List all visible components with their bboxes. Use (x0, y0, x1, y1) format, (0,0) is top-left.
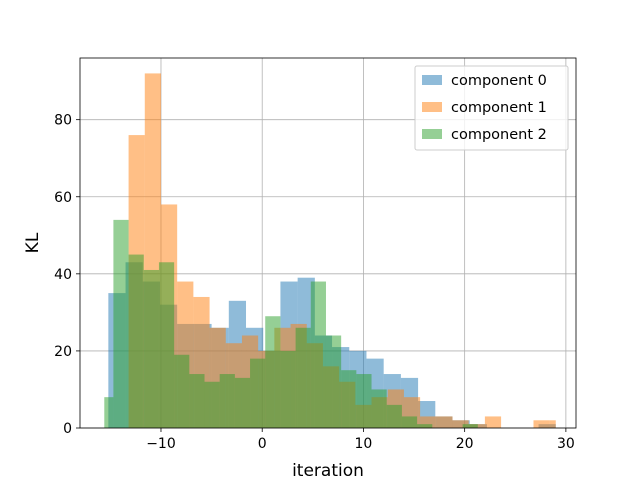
histogram-bar (462, 424, 478, 428)
x-axis-label: iteration (292, 461, 364, 480)
histogram-bar (234, 377, 251, 428)
y-tick-label: 20 (54, 344, 72, 360)
histogram-bar (143, 269, 159, 428)
series-2-bars (104, 219, 478, 428)
histogram-bar (420, 416, 437, 428)
histogram-bar (341, 370, 357, 428)
histogram-bar (174, 354, 190, 428)
y-tick-label: 60 (54, 190, 72, 206)
x-tick-label: 30 (557, 436, 575, 452)
legend: component 0 component 1 component 2 (414, 65, 569, 151)
histogram-bar (189, 374, 205, 428)
axis-ticks: −10 0 10 20 30 0 20 40 60 80 (54, 113, 575, 452)
y-axis-label: KL (23, 232, 43, 253)
plot-frame (79, 57, 577, 429)
histogram-bar (280, 350, 296, 428)
histogram-bar (386, 404, 402, 428)
histogram-bar (113, 219, 129, 428)
histogram-bar (219, 374, 235, 428)
histogram-bar (417, 424, 433, 428)
y-tick-label: 40 (54, 267, 72, 283)
histogram-bar (436, 416, 453, 428)
histogram-bar (295, 327, 311, 428)
histogram-bar (356, 374, 372, 428)
legend-box (414, 65, 569, 151)
histogram-bar (158, 262, 175, 428)
y-tick-label: 0 (63, 421, 72, 437)
histogram-bars (104, 73, 556, 429)
legend-label: component 0 (451, 73, 547, 89)
legend-swatch (422, 129, 442, 139)
histogram-bar (310, 281, 326, 428)
histogram-bar (549, 420, 556, 428)
histogram-bar (128, 254, 144, 428)
histogram-bar (371, 389, 387, 428)
x-tick-label: −10 (146, 436, 176, 452)
legend-label: component 1 (451, 100, 547, 116)
histogram-bar (452, 420, 469, 428)
legend-swatch (422, 102, 442, 112)
histogram-bar (265, 316, 281, 428)
histogram-bar (325, 335, 342, 428)
x-tick-label: 20 (456, 436, 474, 452)
histogram-bar (250, 358, 266, 428)
x-tick-label: 0 (258, 436, 267, 452)
histogram-bar (484, 416, 502, 428)
histogram-bar (533, 420, 550, 428)
legend-label: component 2 (451, 127, 547, 143)
legend-swatch (422, 75, 442, 85)
x-tick-label: 10 (355, 436, 373, 452)
histogram-bar (104, 397, 114, 428)
histogram-bar (401, 416, 418, 428)
histogram-bar (204, 381, 220, 428)
y-tick-label: 80 (54, 113, 72, 129)
